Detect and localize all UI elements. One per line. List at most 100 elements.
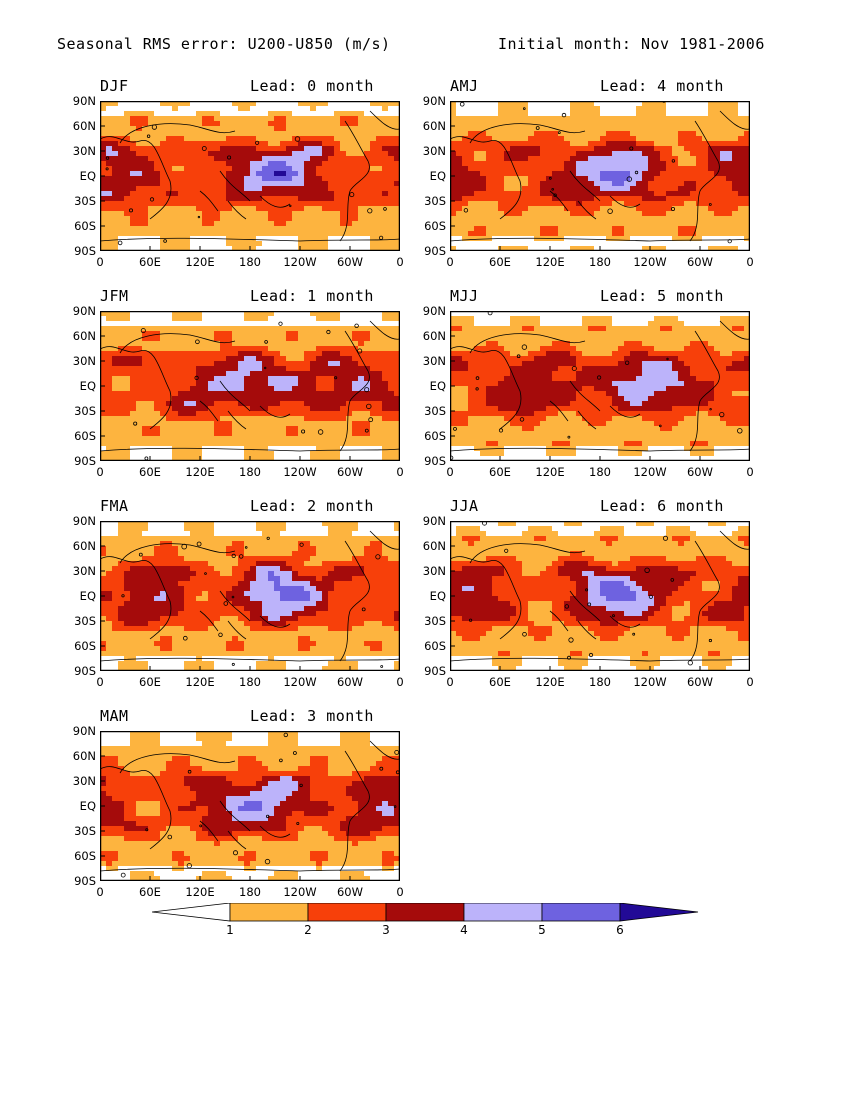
longitude-tick-label: 60E: [489, 255, 511, 269]
panel-lead-label: Lead: 1 month: [250, 287, 374, 305]
longitude-tick-label: 0: [446, 255, 454, 269]
latitude-tick-label: 60S: [74, 639, 96, 653]
longitude-tick-label: 120E: [185, 255, 215, 269]
longitude-tick-label: 0: [746, 255, 754, 269]
rms-error-map: [100, 521, 400, 671]
latitude-tick-label: 30S: [74, 404, 96, 418]
colorbar-tick-label: 1: [226, 923, 234, 937]
latitude-tick-label: EQ: [79, 379, 96, 393]
panel-season-label: JJA: [450, 497, 479, 515]
longitude-tick-label: 60W: [336, 255, 363, 269]
latitude-tick-label: 90N: [422, 304, 446, 318]
longitude-tick-label: 120E: [535, 465, 565, 479]
latitude-tick-label: 90N: [72, 724, 96, 738]
latitude-tick-label: 90S: [424, 454, 446, 468]
latitude-tick-label: 60S: [424, 429, 446, 443]
longitude-tick-label: 180: [589, 465, 611, 479]
longitude-tick-label: 0: [446, 465, 454, 479]
initial-month-label: Initial month: Nov 1981-2006: [498, 35, 765, 53]
rms-error-map: [450, 311, 750, 461]
latitude-tick-label: 30S: [424, 194, 446, 208]
colorbar-segment: [307, 903, 387, 922]
longitude-tick-label: 60E: [489, 465, 511, 479]
latitude-tick-label: 60S: [74, 429, 96, 443]
colorbar-under-triangle: [152, 903, 231, 922]
longitude-tick-label: 180: [589, 255, 611, 269]
latitude-tick-label: 60N: [72, 539, 96, 553]
latitude-tick-label: EQ: [79, 169, 96, 183]
longitude-tick-label: 60W: [336, 675, 363, 689]
longitude-tick-label: 0: [446, 675, 454, 689]
longitude-tick-label: 60E: [489, 675, 511, 689]
latitude-tick-label: 90N: [72, 514, 96, 528]
longitude-tick-label: 120E: [535, 255, 565, 269]
latitude-tick-label: 90S: [424, 244, 446, 258]
latitude-tick-label: 60S: [74, 219, 96, 233]
longitude-tick-label: 180: [239, 465, 261, 479]
latitude-tick-label: 30N: [72, 774, 96, 788]
latitude-tick-label: 60N: [422, 119, 446, 133]
colorbar-scale: [152, 903, 699, 922]
colorbar-tick-label: 2: [304, 923, 312, 937]
longitude-tick-label: 0: [396, 465, 404, 479]
rms-error-map: [450, 101, 750, 251]
coastline-overlay: [100, 732, 400, 878]
longitude-tick-label: 0: [396, 675, 404, 689]
coastline-overlay: [100, 110, 400, 246]
latitude-tick-label: 30S: [74, 194, 96, 208]
latitude-tick-label: 30N: [422, 564, 446, 578]
longitude-tick-label: 120W: [283, 465, 317, 479]
longitude-tick-label: 0: [96, 675, 104, 689]
latitude-tick-label: 90N: [72, 304, 96, 318]
panel-season-label: MAM: [100, 707, 129, 725]
longitude-tick-label: 0: [396, 885, 404, 899]
latitude-tick-label: 60N: [72, 749, 96, 763]
longitude-tick-label: 0: [96, 885, 104, 899]
longitude-tick-label: 60E: [139, 255, 161, 269]
longitude-tick-label: 0: [96, 465, 104, 479]
coastline-overlay: [450, 101, 750, 244]
longitude-tick-label: 0: [96, 255, 104, 269]
latitude-tick-label: 60S: [424, 219, 446, 233]
latitude-tick-label: 60N: [72, 119, 96, 133]
latitude-tick-label: 30S: [424, 404, 446, 418]
colorbar-tick-label: 3: [382, 923, 390, 937]
colorbar-segment: [541, 903, 621, 922]
latitude-tick-label: 30N: [422, 144, 446, 158]
latitude-tick-label: 30S: [74, 614, 96, 628]
panel-lead-label: Lead: 3 month: [250, 707, 374, 725]
latitude-tick-label: EQ: [429, 589, 446, 603]
rms-error-map: [450, 521, 750, 671]
latitude-tick-label: EQ: [79, 589, 96, 603]
latitude-tick-label: 60N: [422, 539, 446, 553]
colorbar-segment: [229, 903, 309, 922]
longitude-tick-label: 60W: [686, 255, 713, 269]
panel-season-label: FMA: [100, 497, 129, 515]
longitude-tick-label: 60E: [139, 675, 161, 689]
longitude-tick-label: 120E: [185, 675, 215, 689]
latitude-tick-label: 30S: [74, 824, 96, 838]
longitude-tick-label: 120W: [283, 885, 317, 899]
latitude-tick-label: 90S: [424, 664, 446, 678]
longitude-tick-label: 120W: [633, 465, 667, 479]
longitude-tick-label: 120E: [185, 465, 215, 479]
colorbar-tick-label: 4: [460, 923, 468, 937]
latitude-tick-label: EQ: [429, 169, 446, 183]
latitude-tick-label: 30S: [424, 614, 446, 628]
colorbar-segment: [463, 903, 543, 922]
latitude-tick-label: 90N: [422, 514, 446, 528]
longitude-tick-label: 120W: [633, 255, 667, 269]
colorbar-tick-label: 6: [616, 923, 624, 937]
panel-season-label: DJF: [100, 77, 129, 95]
rms-error-map: [100, 731, 400, 881]
coastline-overlay: [450, 521, 750, 666]
longitude-tick-label: 60W: [686, 465, 713, 479]
latitude-tick-label: 60S: [424, 639, 446, 653]
longitude-tick-label: 120W: [633, 675, 667, 689]
longitude-tick-label: 120W: [283, 255, 317, 269]
longitude-tick-label: 120W: [283, 675, 317, 689]
latitude-tick-label: 30N: [72, 354, 96, 368]
rms-error-map: [100, 101, 400, 251]
panel-season-label: JFM: [100, 287, 129, 305]
